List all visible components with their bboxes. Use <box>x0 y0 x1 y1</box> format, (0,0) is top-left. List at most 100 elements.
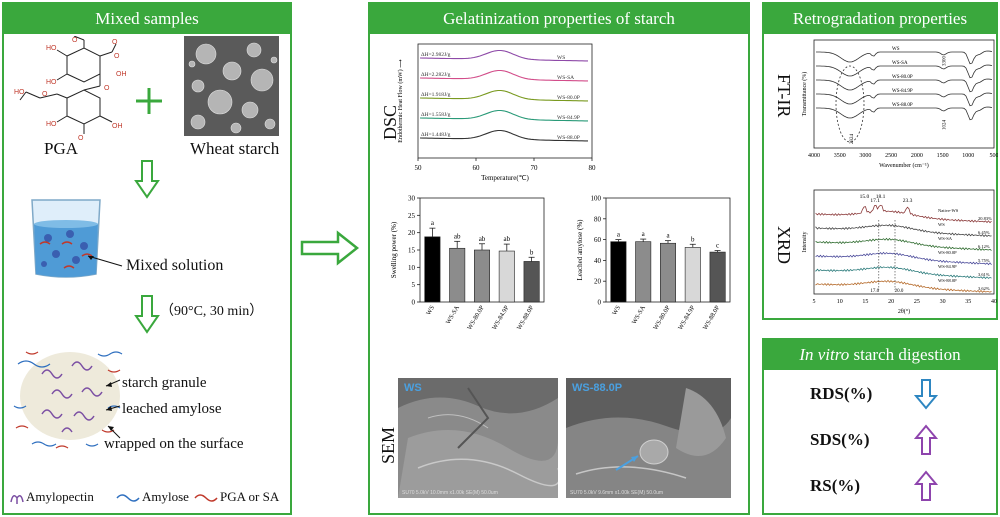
swelling-category-label: WS-88.0P <box>516 304 536 331</box>
starch-granule-icon <box>13 351 123 449</box>
swelling-category-label: WS <box>425 304 436 316</box>
dsc-dh-label: ΔH=2.282J/g <box>421 72 451 78</box>
xrd-curve <box>815 237 992 251</box>
swelling-category-label: WS-SA <box>445 304 461 325</box>
legend-amylose: Amylose <box>142 489 189 504</box>
xrd-curve-name: Native-WS <box>938 208 959 213</box>
ftir-xtick-label: 1000 <box>962 153 974 159</box>
arrow-up-icon <box>914 424 938 455</box>
ftir-peak-label: 2924 <box>850 134 855 145</box>
leached-ytick-label: 40 <box>594 257 602 265</box>
digestion-title: In vitro starch digestion <box>764 340 996 370</box>
dsc-curve <box>419 49 588 62</box>
ftir-xtick-label: 500 <box>990 153 999 159</box>
ftir-curve-name: WS <box>892 47 900 52</box>
leached-ytick-label: 100 <box>591 195 602 203</box>
down-arrow-icon <box>134 295 160 334</box>
ftir-curve <box>816 50 993 65</box>
svg-text:O: O <box>112 39 118 46</box>
leached-category-label: WS-88.0P <box>702 304 722 331</box>
dsc-curve-name: WS <box>557 55 565 61</box>
mixed-samples-title: Mixed samples <box>4 4 290 34</box>
ftir-xtick-label: 1500 <box>937 153 949 159</box>
xrd-curve-pct: 6.45% <box>978 230 990 235</box>
dsc-curve-name: WS-84.9P <box>557 115 580 121</box>
xrd-curve <box>815 266 992 280</box>
digestion-item-label: RS(%) <box>810 476 861 495</box>
svg-text:HO: HO <box>46 121 57 128</box>
conditions-label: （90°C, 30 min） <box>160 304 264 319</box>
xrd-xtick-label: 10 <box>837 299 843 305</box>
ftir-xtick-label: 4000 <box>808 153 820 159</box>
legend-amylopectin: Amylopectin <box>26 489 94 504</box>
dsc-dh-label: ΔH=1.448J/g <box>421 132 451 138</box>
xrd-xtick-label: 15 <box>862 299 868 305</box>
xrd-curve-name: WS-88.0P <box>938 278 957 283</box>
xrd-peak-label: 17.1 <box>870 198 880 204</box>
swelling-ytick-label: 5 <box>412 281 416 289</box>
dsc-dh-label: ΔH=1.918J/g <box>421 92 451 98</box>
right-arrow-icon <box>300 230 360 266</box>
ftir-xtick-label: 2000 <box>911 153 923 159</box>
ftir-curve <box>816 78 993 93</box>
ftir-xtick-label: 3000 <box>859 153 871 159</box>
leached-ytick-label: 60 <box>594 236 602 244</box>
swelling-category-label: WS-84.9P <box>491 304 511 331</box>
xrd-peak-label: 23.3 <box>903 198 913 204</box>
dsc-chart: 50 60 70 80 Temperature(℃) Endothermic Heat F… <box>397 43 596 182</box>
swelling-ytick-label: 15 <box>408 247 416 255</box>
ftir-xtick-label: 2500 <box>885 153 897 159</box>
dsc-dh-label: ΔH=1.558J/g <box>421 112 451 118</box>
ftir-curve <box>816 106 993 121</box>
xrd-xtick-label: 20 <box>888 299 894 305</box>
swelling-ytick-label: 10 <box>408 264 416 272</box>
retrogradation-panel: Retrogradation properties FT-IR 4000 3500… <box>762 2 998 320</box>
ftir-side-label: FT-IR <box>774 74 794 118</box>
leached-ylabel: Leached amylose (%) <box>576 219 584 281</box>
ftir-peak-label: 3300 <box>942 56 947 67</box>
pga-structure-icon: O O HO HO O O O HO OH O HO OH <box>14 36 127 141</box>
svg-text:O: O <box>42 91 48 98</box>
xrd-bottom-label: 17.6 <box>870 289 879 294</box>
svg-text:HO: HO <box>14 89 25 96</box>
dsc-xtick-label: 60 <box>473 164 481 172</box>
xrd-peak-label: 18.1 <box>876 194 886 200</box>
leached-sig-letter: a <box>666 232 670 240</box>
digestion-title-rest: starch digestion <box>849 345 961 364</box>
mixed-samples-panel: Mixed samples O O HO HO O O O HO <box>2 2 292 515</box>
xrd-curve-pct: 3.62% <box>978 286 990 291</box>
xrd-peak-label: 15.0 <box>860 194 870 200</box>
xrd-xtick-label: 25 <box>914 299 920 305</box>
digestion-title-italic: In vitro <box>799 345 850 364</box>
pga-sa-icon <box>194 494 218 502</box>
svg-text:OH: OH <box>116 71 127 78</box>
sem-image-ws: WS SU70 5.0kV 10.0mm x1.00k SE(M) 50.0um <box>398 378 558 498</box>
xrd-curve-pct: 6.12% <box>978 244 990 249</box>
ftir-curve-name: WS-84.9P <box>892 89 913 94</box>
svg-text:O: O <box>104 85 110 92</box>
xrd-xtick-label: 5 <box>813 299 816 305</box>
swelling-sig-letter: b <box>530 248 534 256</box>
ftir-curve <box>816 92 993 107</box>
dsc-dh-label: ΔH=2.982J/g <box>421 52 451 58</box>
leached-category-label: WS-80.0P <box>652 304 672 331</box>
xrd-ylabel: Intensity <box>802 232 808 253</box>
ftir-curve <box>816 64 993 79</box>
gelatinization-title: Gelatinization properties of starch <box>370 4 748 34</box>
xrd-curve <box>815 223 992 238</box>
xrd-curve-pct: 3.61% <box>978 272 990 277</box>
pointer-lines <box>105 379 121 439</box>
gelatinization-panel: Gelatinization properties of starch DSC … <box>368 2 750 515</box>
wheat-starch-micrograph <box>184 36 279 136</box>
starch-granule-label: starch granule <box>122 375 207 391</box>
sem-ws-footer: SU70 5.0kV 10.0mm x1.00k SE(M) 50.0um <box>402 490 498 496</box>
wheat-starch-label: Wheat starch <box>190 139 280 158</box>
leached-ytick-label: 80 <box>594 215 602 223</box>
sem-ws-88-tag: WS-88.0P <box>572 382 623 394</box>
arrow-up-icon <box>914 470 938 501</box>
swelling-bar <box>424 236 441 303</box>
swelling-bar <box>498 250 515 303</box>
swelling-ytick-label: 20 <box>408 229 416 237</box>
xrd-frame <box>813 189 995 295</box>
swelling-ylabel: Swelling power (%) <box>390 221 398 278</box>
